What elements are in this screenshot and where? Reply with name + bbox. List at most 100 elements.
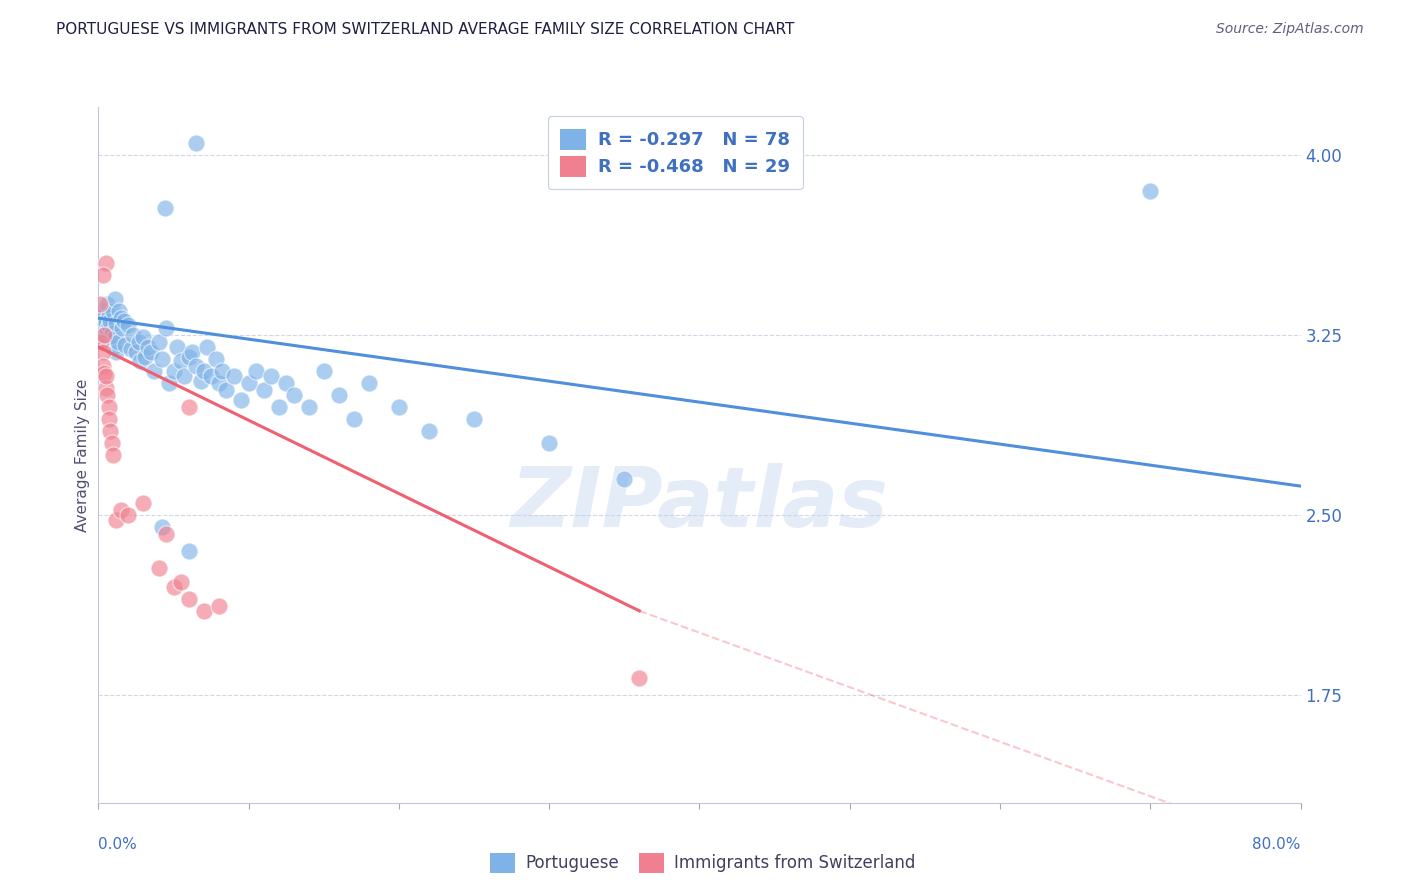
Point [195,340,218,354]
Point [162,364,184,378]
Point [245,364,267,378]
Point [177,400,200,414]
Point [91,359,114,373]
Point [91,344,114,359]
Point [200,368,222,383]
Point [101,436,124,450]
Point [103,448,125,462]
Point [94,328,117,343]
Point [100,424,122,438]
Text: PORTUGUESE VS IMMIGRANTS FROM SWITZERLAND AVERAGE FAMILY SIZE CORRELATION CHART: PORTUGUESE VS IMMIGRANTS FROM SWITZERLAN… [56,22,794,37]
Point [91,304,114,318]
Point [91,316,114,330]
Point [276,376,298,390]
Point [155,320,177,334]
Point [121,343,143,357]
Point [204,351,226,366]
Point [357,376,380,390]
Point [89,297,111,311]
Y-axis label: Average Family Size: Average Family Size [75,378,90,532]
Point [150,351,173,366]
Point [136,340,159,354]
Point [184,359,207,373]
Point [143,364,166,378]
Point [108,304,131,318]
Point [104,292,127,306]
Point [94,368,117,383]
Point [211,364,233,378]
Point [117,318,139,333]
Point [97,318,120,333]
Point [162,580,184,594]
Text: Source: ZipAtlas.com: Source: ZipAtlas.com [1216,22,1364,37]
Point [105,316,128,330]
Point [122,328,145,343]
Point [96,297,118,311]
Text: 0.0%: 0.0% [98,837,138,852]
Point [463,412,485,426]
Point [253,383,276,397]
Point [94,316,117,330]
Point [190,374,212,388]
Point [89,320,111,334]
Point [132,496,155,510]
Point [208,376,231,390]
Point [148,335,170,350]
Point [283,388,305,402]
Point [90,335,112,350]
Point [155,527,177,541]
Point [90,311,112,326]
Text: 80.0%: 80.0% [1253,837,1301,852]
Point [94,256,117,270]
Point [170,575,193,590]
Point [388,400,411,414]
Point [117,508,139,522]
Point [260,368,283,383]
Point [267,400,290,414]
Point [134,350,156,364]
Point [312,364,335,378]
Point [107,335,129,350]
Point [101,326,124,340]
Point [94,381,117,395]
Point [184,136,207,150]
Point [177,350,200,364]
Point [177,544,200,558]
Point [93,335,115,350]
Point [97,309,120,323]
Point [103,304,125,318]
Point [150,520,173,534]
Point [153,201,176,215]
Point [125,344,148,359]
Point [298,400,321,414]
Legend: R = -0.297   N = 78, R = -0.468   N = 29: R = -0.297 N = 78, R = -0.468 N = 29 [548,116,803,189]
Point [139,344,162,359]
Point [128,335,150,350]
Point [148,560,170,574]
Point [100,313,122,327]
Point [173,368,195,383]
Point [193,364,215,378]
Point [105,513,128,527]
Point [93,367,115,381]
Point [112,313,135,327]
Point [222,368,245,383]
Point [208,599,231,613]
Point [538,436,561,450]
Point [105,344,128,359]
Point [166,340,188,354]
Point [97,400,120,414]
Point [93,328,115,343]
Point [418,424,440,438]
Point [180,344,202,359]
Point [1139,184,1161,198]
Point [215,383,238,397]
Point [238,376,260,390]
Point [170,354,193,368]
Point [96,388,118,402]
Point [129,354,152,368]
Legend: Portuguese, Immigrants from Switzerland: Portuguese, Immigrants from Switzerland [484,847,922,880]
Point [328,388,350,402]
Point [91,268,114,282]
Point [114,337,136,351]
